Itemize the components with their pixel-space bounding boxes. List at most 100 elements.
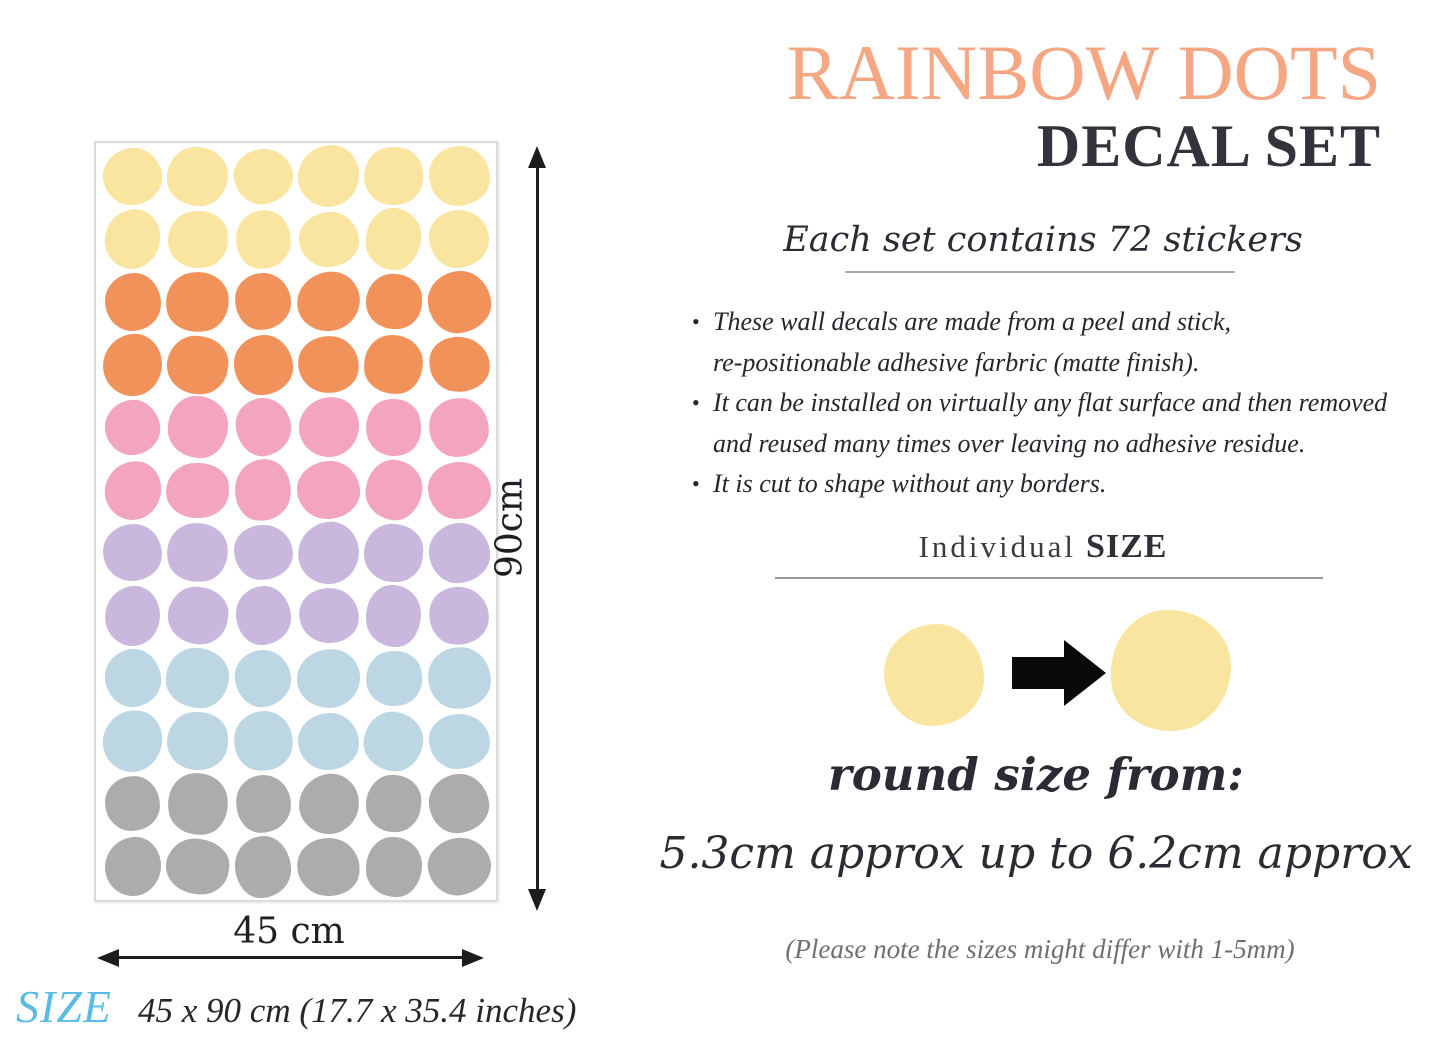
decal-dot bbox=[164, 769, 232, 839]
size-caption-label: SIZE bbox=[16, 981, 112, 1032]
decal-dot bbox=[162, 834, 234, 899]
decal-dot bbox=[297, 210, 361, 269]
decal-dot bbox=[103, 774, 162, 833]
decal-dot bbox=[425, 644, 494, 713]
decal-dot bbox=[99, 706, 167, 776]
decal-dot bbox=[294, 583, 363, 648]
decal-dot bbox=[426, 771, 492, 836]
decal-dot bbox=[427, 461, 492, 520]
size-caption-value: 45 x 90 cm (17.7 x 35.4 inches) bbox=[138, 991, 577, 1030]
right-arrow-icon bbox=[1064, 640, 1106, 706]
decal-dot bbox=[232, 394, 295, 460]
decal-dot bbox=[365, 836, 422, 897]
decal-dot bbox=[293, 268, 364, 336]
bullet-icon: • bbox=[692, 471, 700, 496]
set-count-heading: Each set contains 72 stickers bbox=[783, 220, 1303, 260]
decal-dot bbox=[162, 267, 234, 337]
decal-dot bbox=[164, 646, 232, 710]
decal-dot bbox=[163, 519, 233, 587]
decal-dot bbox=[294, 518, 363, 588]
decal-dot bbox=[362, 521, 426, 584]
decal-dot bbox=[231, 455, 296, 525]
decal-dot bbox=[365, 584, 423, 648]
product-title: RAINBOW DOTS bbox=[786, 29, 1381, 116]
decal-dot bbox=[364, 773, 424, 835]
decal-dot bbox=[232, 333, 295, 397]
decal-dot bbox=[166, 208, 230, 270]
decal-dot bbox=[362, 204, 426, 274]
decal-dot bbox=[232, 206, 295, 272]
decal-dot bbox=[294, 332, 363, 398]
small-dot-sample bbox=[884, 624, 984, 726]
decal-dot bbox=[424, 332, 494, 397]
decal-dot bbox=[234, 585, 292, 647]
decal-dot bbox=[166, 395, 230, 460]
decal-dot bbox=[98, 143, 167, 210]
decal-dot bbox=[232, 523, 295, 582]
list-item: • It can be installed on virtually any f… bbox=[690, 383, 1430, 464]
width-dimension-line bbox=[115, 956, 465, 959]
individual-size-emph: SIZE bbox=[1085, 528, 1168, 565]
decal-dot bbox=[428, 713, 490, 769]
decal-dot bbox=[297, 712, 360, 771]
decal-dot bbox=[359, 706, 429, 776]
list-item: • These wall decals are made from a peel… bbox=[690, 302, 1430, 383]
decal-dot bbox=[164, 583, 232, 649]
decal-dot bbox=[229, 144, 297, 209]
large-dot-sample bbox=[1111, 610, 1231, 731]
bullet-icon: • bbox=[692, 309, 700, 334]
list-item: • It is cut to shape without any borders… bbox=[690, 464, 1430, 505]
decal-dot bbox=[363, 395, 425, 460]
round-size-heading: round size from: bbox=[828, 748, 1244, 801]
individual-size-heading: Individual SIZE bbox=[703, 528, 1383, 566]
individual-size-word: Individual bbox=[918, 529, 1076, 564]
height-label: 90cm bbox=[489, 477, 531, 579]
decal-dot bbox=[164, 332, 232, 398]
arrow-up-icon bbox=[528, 146, 546, 168]
decal-dot bbox=[296, 460, 362, 521]
decal-dot bbox=[297, 144, 361, 209]
decal-dot bbox=[295, 770, 362, 837]
decal-dot bbox=[295, 646, 363, 711]
decal-dot bbox=[425, 519, 493, 586]
decal-dot bbox=[100, 645, 165, 711]
decal-dot bbox=[101, 457, 165, 523]
round-size-range: 5.3cm approx up to 6.2cm approx bbox=[659, 828, 1413, 879]
feature-text: It is cut to shape without any borders. bbox=[713, 469, 1107, 498]
decal-dot bbox=[361, 456, 427, 525]
decal-dot bbox=[233, 773, 293, 835]
decal-dot bbox=[234, 835, 292, 899]
decal-dot bbox=[101, 395, 165, 459]
decal-dot bbox=[104, 272, 162, 332]
decal-dot bbox=[427, 144, 492, 208]
arrow-left-icon bbox=[97, 949, 119, 967]
decal-dot bbox=[166, 711, 230, 772]
decal-dot bbox=[364, 272, 424, 331]
feature-list: • These wall decals are made from a peel… bbox=[690, 302, 1430, 505]
arrow-right-icon bbox=[462, 949, 484, 967]
arrow-down-icon bbox=[528, 889, 546, 911]
decal-dot bbox=[427, 395, 492, 459]
decal-dot bbox=[234, 272, 293, 332]
decal-dot bbox=[102, 206, 164, 272]
width-label: 45 cm bbox=[233, 911, 345, 952]
size-caption: SIZE 45 x 90 cm (17.7 x 35.4 inches) bbox=[16, 980, 576, 1033]
decal-dot bbox=[165, 461, 231, 520]
height-dimension-line bbox=[536, 165, 539, 891]
decal-dot bbox=[101, 331, 165, 398]
decal-dot bbox=[292, 832, 365, 901]
bullet-icon: • bbox=[692, 390, 700, 415]
decal-dot bbox=[103, 584, 162, 648]
size-note: (Please note the sizes might differ with… bbox=[785, 934, 1295, 964]
decal-dot bbox=[232, 646, 295, 711]
feature-text: These wall decals are made from a peel a… bbox=[713, 307, 1231, 336]
feature-text: re-positionable adhesive farbric (matte … bbox=[713, 347, 1200, 377]
right-arrow-icon bbox=[1012, 657, 1065, 689]
decal-dot bbox=[428, 209, 491, 270]
decal-dot bbox=[423, 833, 496, 901]
decal-dot bbox=[229, 706, 298, 776]
decal-dot bbox=[102, 523, 164, 583]
decal-dot bbox=[363, 334, 425, 396]
feature-text: and reused many times over leaving no ad… bbox=[713, 428, 1306, 458]
